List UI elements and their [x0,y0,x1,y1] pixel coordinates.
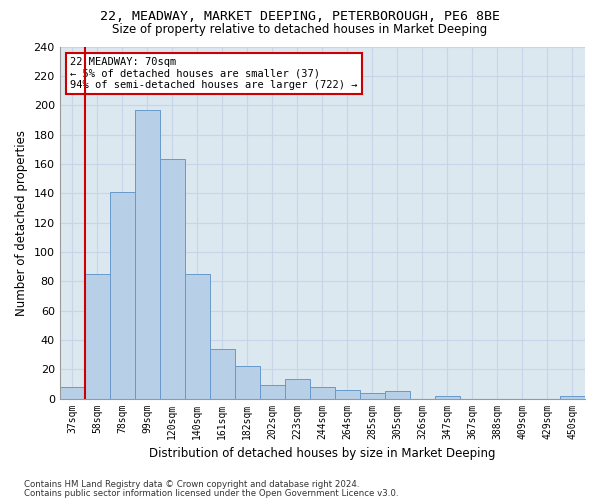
Text: 22 MEADWAY: 70sqm
← 5% of detached houses are smaller (37)
94% of semi-detached : 22 MEADWAY: 70sqm ← 5% of detached house… [70,57,358,90]
Bar [310,387,335,398]
Bar [59,387,85,398]
Bar [335,390,360,398]
Bar [160,160,185,398]
Text: Contains HM Land Registry data © Crown copyright and database right 2024.: Contains HM Land Registry data © Crown c… [24,480,359,489]
Text: Contains public sector information licensed under the Open Government Licence v3: Contains public sector information licen… [24,488,398,498]
Bar [110,192,135,398]
Bar [210,348,235,399]
Bar [435,396,460,398]
Bar [360,392,385,398]
Bar [85,274,110,398]
Bar [235,366,260,398]
Bar [185,274,210,398]
Bar [260,386,285,398]
X-axis label: Distribution of detached houses by size in Market Deeping: Distribution of detached houses by size … [149,447,496,460]
Text: 22, MEADWAY, MARKET DEEPING, PETERBOROUGH, PE6 8BE: 22, MEADWAY, MARKET DEEPING, PETERBOROUG… [100,10,500,23]
Bar [560,396,585,398]
Text: Size of property relative to detached houses in Market Deeping: Size of property relative to detached ho… [112,22,488,36]
Bar [135,110,160,399]
Bar [385,391,410,398]
Y-axis label: Number of detached properties: Number of detached properties [15,130,28,316]
Bar [285,380,310,398]
